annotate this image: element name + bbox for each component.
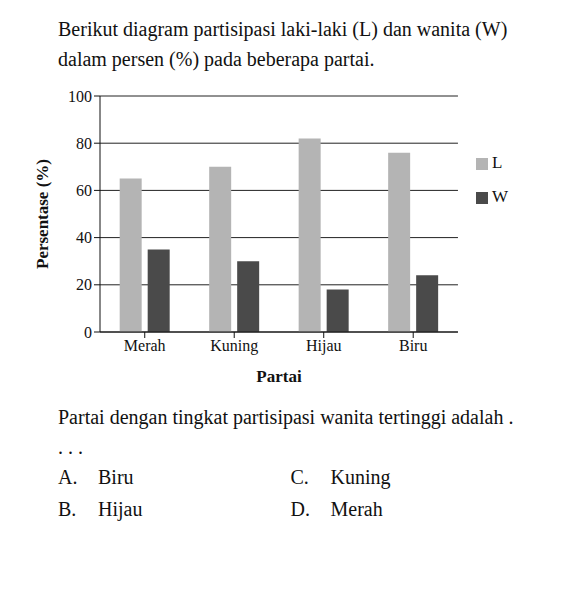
svg-text:100: 100 — [68, 88, 92, 105]
html-text:Merah: Merah — [330, 498, 383, 520]
svg-text:60: 60 — [76, 182, 92, 199]
html-text:D.: D. — [290, 498, 310, 520]
html-text:A.: A. — [58, 466, 78, 488]
svg-text:Persentase (%): Persentase (%) — [33, 159, 52, 269]
html-text:Biru: Biru — [98, 466, 134, 488]
svg-text:Merah: Merah — [124, 337, 166, 354]
svg-text:0: 0 — [84, 324, 92, 341]
html-text:Partai dengan tingkat partisip: Partai dengan tingkat partisipasi wanita… — [58, 406, 514, 458]
svg-text:80: 80 — [76, 135, 92, 152]
svg-text:Kuning: Kuning — [210, 337, 258, 355]
svg-text:Partai: Partai — [256, 367, 302, 386]
svg-text:40: 40 — [76, 229, 92, 246]
html-text:L: L — [492, 153, 503, 172]
svg-text:Biru: Biru — [399, 337, 427, 354]
svg-text:20: 20 — [76, 276, 92, 293]
html-text:Hijau: Hijau — [98, 498, 143, 520]
html-text:C.: C. — [290, 466, 309, 488]
html-text:W: W — [492, 187, 508, 206]
html-text:B.: B. — [58, 498, 77, 520]
html-text:Kuning: Kuning — [330, 466, 391, 488]
html-text:Berikut diagram partisipasi la: Berikut diagram partisipasi laki-laki (L… — [58, 18, 508, 70]
svg-text:Hijau: Hijau — [306, 337, 342, 355]
